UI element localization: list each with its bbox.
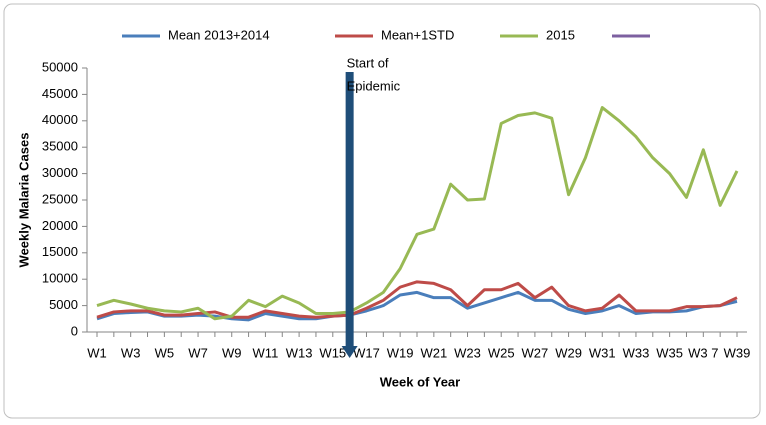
y-tick-label: 35000 bbox=[42, 139, 78, 154]
x-tick-label: W3 7 bbox=[688, 345, 718, 360]
x-tick-label: W27 bbox=[522, 345, 549, 360]
x-tick-label: W35 bbox=[656, 345, 683, 360]
x-tick-label: W9 bbox=[222, 345, 242, 360]
x-tick-label: W1 bbox=[87, 345, 107, 360]
line-series bbox=[96, 290, 738, 322]
x-tick-label: W19 bbox=[387, 345, 414, 360]
x-tick-label: W33 bbox=[623, 345, 650, 360]
x-tick-label: W5 bbox=[155, 345, 175, 360]
x-tick-label: W39 bbox=[724, 345, 751, 360]
y-tick-label: 50000 bbox=[42, 59, 78, 74]
x-tick-label: W21 bbox=[420, 345, 447, 360]
y-tick-label: 30000 bbox=[42, 165, 78, 180]
y-tick-label: 20000 bbox=[42, 218, 78, 233]
x-tick-label: W29 bbox=[555, 345, 582, 360]
y-tick-label: 10000 bbox=[42, 271, 78, 286]
x-tick-label: W7 bbox=[188, 345, 208, 360]
x-tick-label: W11 bbox=[253, 345, 279, 360]
x-tick-label: W13 bbox=[286, 345, 313, 360]
legend-label: Mean+1STD bbox=[381, 27, 454, 42]
x-tick-label: W17 bbox=[353, 345, 380, 360]
y-tick-label: 25000 bbox=[42, 191, 78, 206]
x-tick-label: W31 bbox=[589, 345, 616, 360]
y-tick-label: 40000 bbox=[42, 112, 78, 127]
x-tick-label: W3 bbox=[121, 345, 141, 360]
x-tick-label: W25 bbox=[488, 345, 515, 360]
annotation-arrow bbox=[345, 72, 354, 348]
y-tick-label: 15000 bbox=[42, 244, 78, 259]
annotation-arrowhead bbox=[341, 346, 358, 358]
x-axis-title: Week of Year bbox=[380, 374, 460, 389]
y-tick-label: 45000 bbox=[42, 86, 78, 101]
y-axis-title: Weekly Malaria Cases bbox=[16, 133, 31, 268]
line-series bbox=[96, 106, 739, 321]
annotation-text: Start of bbox=[347, 55, 389, 70]
annotation-text: Epidemic bbox=[347, 78, 401, 93]
legend-label: Mean 2013+2014 bbox=[168, 27, 270, 42]
x-tick-label: W23 bbox=[454, 345, 481, 360]
x-tick-label: W15 bbox=[319, 345, 346, 360]
legend-label: 2015 bbox=[546, 27, 575, 42]
y-tick-label: 0 bbox=[71, 323, 78, 338]
y-tick-label: 5000 bbox=[49, 297, 78, 312]
